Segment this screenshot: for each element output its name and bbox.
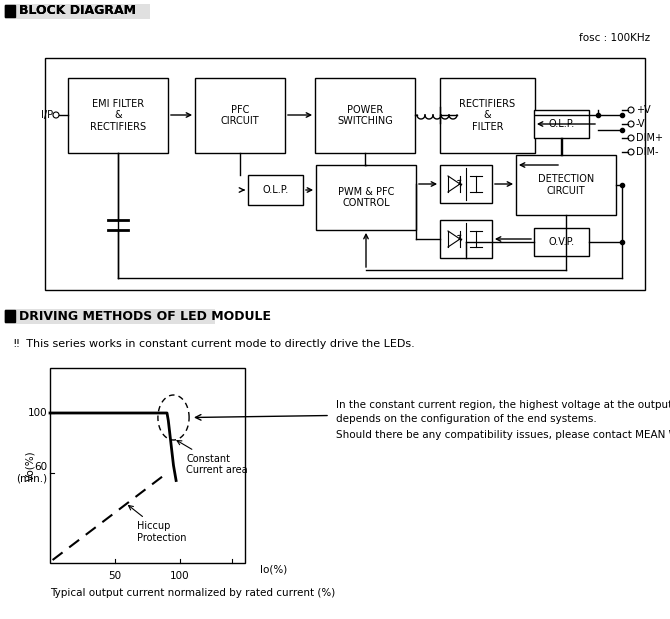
Text: Constant
Current area: Constant Current area xyxy=(177,441,248,475)
FancyBboxPatch shape xyxy=(50,368,245,563)
Text: 60
(min.): 60 (min.) xyxy=(16,462,47,484)
Text: Hiccup
Protection: Hiccup Protection xyxy=(129,506,187,543)
Text: Should there be any compatibility issues, please contact MEAN WELL.: Should there be any compatibility issues… xyxy=(336,430,670,440)
Text: O.L.P.: O.L.P. xyxy=(263,185,289,195)
Text: Vo(%): Vo(%) xyxy=(25,450,35,481)
FancyBboxPatch shape xyxy=(440,78,535,153)
Text: DIM+: DIM+ xyxy=(636,133,663,143)
FancyBboxPatch shape xyxy=(5,310,15,322)
Text: I/P: I/P xyxy=(41,110,53,120)
Text: 100: 100 xyxy=(27,408,47,418)
FancyBboxPatch shape xyxy=(516,155,616,215)
FancyBboxPatch shape xyxy=(315,78,415,153)
Text: 50: 50 xyxy=(109,571,121,581)
Text: Io(%): Io(%) xyxy=(260,565,287,575)
FancyBboxPatch shape xyxy=(45,58,645,290)
Text: PWM & PFC
CONTROL: PWM & PFC CONTROL xyxy=(338,187,394,209)
Text: BLOCK DIAGRAM: BLOCK DIAGRAM xyxy=(19,4,136,17)
FancyBboxPatch shape xyxy=(195,78,285,153)
FancyBboxPatch shape xyxy=(68,78,168,153)
Text: O.V.P.: O.V.P. xyxy=(549,237,575,247)
Text: DETECTION
CIRCUIT: DETECTION CIRCUIT xyxy=(538,174,594,196)
Text: DRIVING METHODS OF LED MODULE: DRIVING METHODS OF LED MODULE xyxy=(19,310,271,322)
FancyBboxPatch shape xyxy=(534,110,589,138)
Text: DIM-: DIM- xyxy=(636,147,659,157)
Text: EMI FILTER
&
RECTIFIERS: EMI FILTER & RECTIFIERS xyxy=(90,99,146,132)
Text: ‼  This series works in constant current mode to directly drive the LEDs.: ‼ This series works in constant current … xyxy=(14,339,415,349)
FancyBboxPatch shape xyxy=(5,4,150,19)
FancyBboxPatch shape xyxy=(5,5,15,17)
Text: -V: -V xyxy=(636,119,645,129)
FancyBboxPatch shape xyxy=(248,175,303,205)
FancyBboxPatch shape xyxy=(440,165,492,203)
Text: POWER
SWITCHING: POWER SWITCHING xyxy=(337,105,393,126)
FancyBboxPatch shape xyxy=(316,165,416,230)
Text: In the constant current region, the highest voltage at the output of the driver: In the constant current region, the high… xyxy=(336,400,670,410)
Text: Typical output current normalized by rated current (%): Typical output current normalized by rat… xyxy=(50,588,335,598)
Text: 100: 100 xyxy=(170,571,190,581)
Text: O.L.P.: O.L.P. xyxy=(548,119,575,129)
Text: RECTIFIERS
&
FILTER: RECTIFIERS & FILTER xyxy=(460,99,515,132)
Text: depends on the configuration of the end systems.: depends on the configuration of the end … xyxy=(336,414,597,424)
Text: +V: +V xyxy=(636,105,651,115)
FancyBboxPatch shape xyxy=(5,310,15,322)
Text: BLOCK DIAGRAM: BLOCK DIAGRAM xyxy=(19,4,136,17)
FancyBboxPatch shape xyxy=(5,309,215,324)
FancyBboxPatch shape xyxy=(5,5,15,17)
Text: fosc : 100KHz: fosc : 100KHz xyxy=(579,33,650,43)
Text: PFC
CIRCUIT: PFC CIRCUIT xyxy=(220,105,259,126)
FancyBboxPatch shape xyxy=(534,228,589,256)
FancyBboxPatch shape xyxy=(440,220,492,258)
